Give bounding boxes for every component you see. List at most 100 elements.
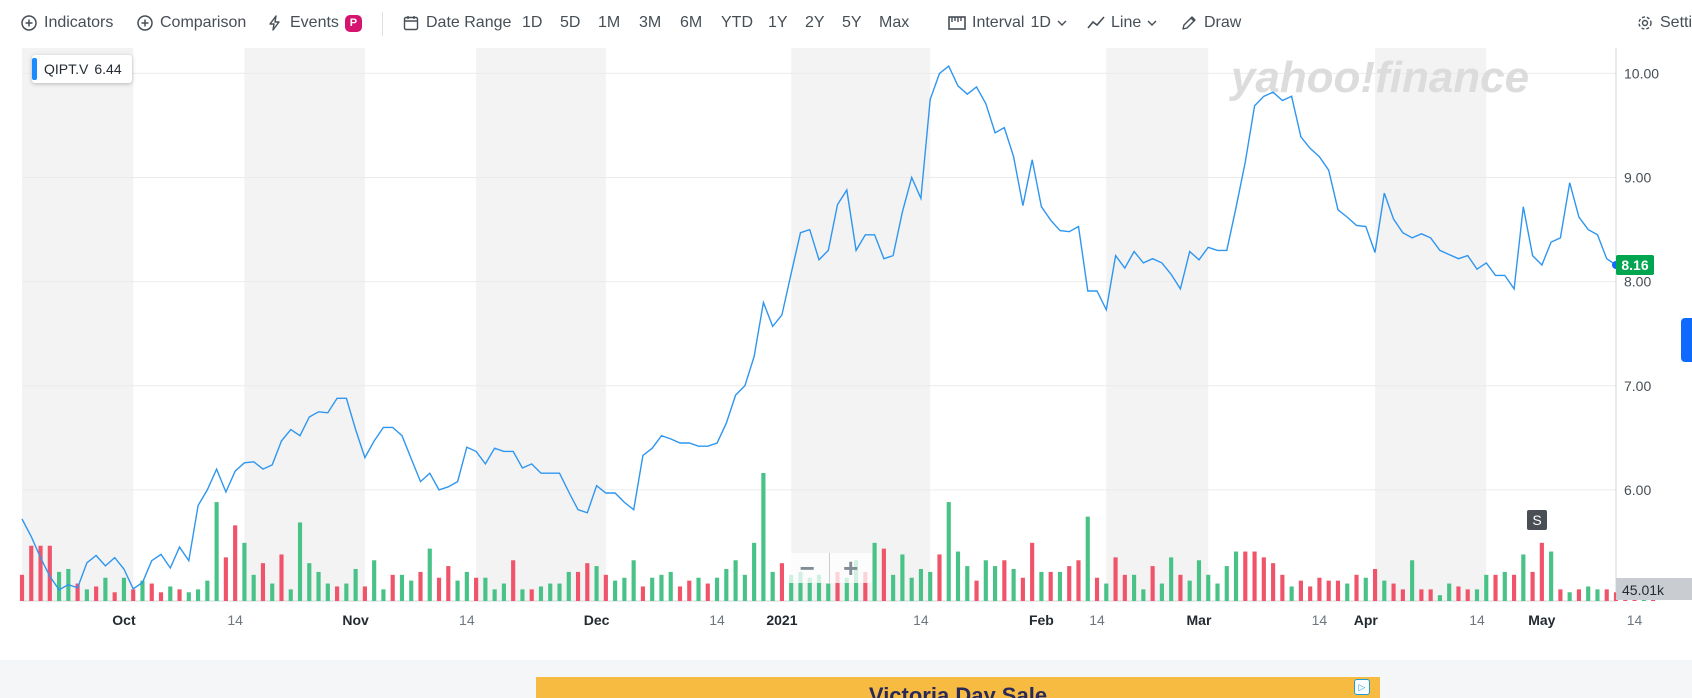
range-5d-button[interactable]: 5D <box>560 14 581 31</box>
month-band <box>476 48 606 601</box>
adchoices-icon[interactable]: ▷ <box>1354 679 1370 695</box>
volume-bar <box>112 592 117 601</box>
side-panel-toggle[interactable] <box>1681 318 1692 362</box>
volume-bar <box>881 548 886 601</box>
volume-bar <box>1104 583 1109 601</box>
date-range-button[interactable]: Date Range <box>402 14 511 32</box>
volume-bar <box>1363 577 1368 601</box>
range-ytd-button[interactable]: YTD <box>721 14 753 31</box>
volume-bar <box>372 560 377 601</box>
volume-bar <box>1113 557 1118 601</box>
x-tick-label: 14 <box>709 612 725 628</box>
range-1m-button[interactable]: 1M <box>598 14 621 31</box>
volume-value-label: 45.01k <box>1622 582 1665 598</box>
events-button[interactable]: Events P <box>266 14 362 32</box>
volume-bar <box>1094 577 1100 601</box>
range-2y-button[interactable]: 2Y <box>805 14 825 31</box>
volume-bar <box>761 473 766 601</box>
month-band <box>244 48 365 601</box>
x-tick-label: 14 <box>459 612 475 628</box>
volume-bar <box>1067 566 1072 601</box>
volume-bar <box>863 571 868 601</box>
interval-button[interactable]: Interval 1D <box>948 14 1067 32</box>
x-axis: Oct 14 Nov 14 Dec 14 2021 14 Feb 14 Mar 14 Apr 14 May 1… <box>112 612 1642 628</box>
x-tick-label: Dec <box>584 612 610 628</box>
volume-bar <box>1539 542 1544 601</box>
volume-bar <box>603 574 608 601</box>
volume-bar <box>38 545 43 601</box>
zoom-out-button[interactable]: − <box>786 553 830 583</box>
x-tick-label: Mar <box>1187 612 1212 628</box>
x-tick-label: 14 <box>1469 612 1485 628</box>
range-max-button[interactable]: Max <box>879 14 910 31</box>
x-tick-label: Feb <box>1029 612 1054 628</box>
volume-bar <box>131 589 136 601</box>
x-tick-label: 14 <box>913 612 929 628</box>
volume-bar <box>1493 574 1498 601</box>
volume-bar <box>84 589 89 601</box>
ticker-legend[interactable]: QIPT.V 6.44 <box>32 55 132 83</box>
ticker-symbol: QIPT.V <box>44 61 89 77</box>
ad-banner[interactable]: Victoria Day Sale ▷ <box>536 677 1380 698</box>
volume-bar <box>1030 542 1035 601</box>
volume-bar <box>566 571 571 601</box>
indicators-button[interactable]: Indicators <box>20 14 113 32</box>
comparison-button[interactable]: Comparison <box>136 14 246 32</box>
volume-bar <box>270 583 275 601</box>
volume-bar <box>993 566 998 601</box>
volume-bar <box>158 592 164 601</box>
range-1y-button[interactable]: 1Y <box>768 14 788 31</box>
volume-bar <box>501 583 506 601</box>
volume-bar <box>1085 516 1090 601</box>
chart-type-button[interactable]: Line <box>1087 14 1157 32</box>
price-chart[interactable]: yahoo!finance 10.00 9.00 8.00 7.00 6.00 Oct 1… <box>0 0 1692 648</box>
volume-bar <box>687 580 692 601</box>
range-6m-button[interactable]: 6M <box>680 14 703 31</box>
split-event-marker[interactable]: S <box>1527 510 1547 530</box>
volume-bar <box>807 577 812 601</box>
pencil-icon <box>1180 14 1198 32</box>
month-band <box>22 48 134 601</box>
line-chart-icon <box>1087 14 1105 32</box>
volume-bar <box>149 583 154 601</box>
month-band <box>1106 48 1209 601</box>
chart-background-bands <box>22 48 1487 601</box>
comparison-label: Comparison <box>160 14 247 31</box>
volume-bar <box>1558 589 1563 601</box>
volume-bar <box>1549 551 1554 601</box>
volume-bar <box>399 574 405 601</box>
last-price-label: 8.16 <box>1621 257 1648 273</box>
range-5y-button[interactable]: 5Y <box>842 14 862 31</box>
volume-bar <box>1215 583 1220 601</box>
volume-bar <box>335 586 340 601</box>
zoom-in-button[interactable]: + <box>843 552 859 583</box>
range-1d-button[interactable]: 1D <box>522 14 543 31</box>
volume-bar <box>455 580 460 601</box>
plus-circle-icon <box>136 14 154 32</box>
volume-bar <box>696 577 701 601</box>
volume-bar <box>891 574 896 601</box>
range-3m-button[interactable]: 3M <box>639 14 662 31</box>
draw-label: Draw <box>1204 14 1242 31</box>
volume-bar <box>650 577 655 601</box>
volume-bar <box>186 592 191 601</box>
volume-bar <box>965 566 970 601</box>
volume-bar <box>307 563 312 601</box>
volume-bar <box>937 554 942 601</box>
volume-bar <box>446 566 451 601</box>
settings-button[interactable]: Setti <box>1636 14 1692 32</box>
volume-bar <box>47 545 52 601</box>
volume-bar <box>1122 574 1127 601</box>
draw-button[interactable]: Draw <box>1180 14 1241 32</box>
volume-bar <box>1298 580 1303 601</box>
volume-bar <box>196 589 201 601</box>
volume-bar <box>511 560 516 601</box>
chart-type-label: Line <box>1111 14 1142 31</box>
volume-bar <box>1391 583 1396 601</box>
y-axis: 10.00 9.00 8.00 7.00 6.00 <box>1624 65 1659 497</box>
volume-bar <box>835 571 840 601</box>
x-tick-label: Apr <box>1354 612 1379 628</box>
volume-bar <box>427 548 432 601</box>
volume-bar <box>260 563 266 601</box>
volume-bar <box>1465 589 1470 601</box>
